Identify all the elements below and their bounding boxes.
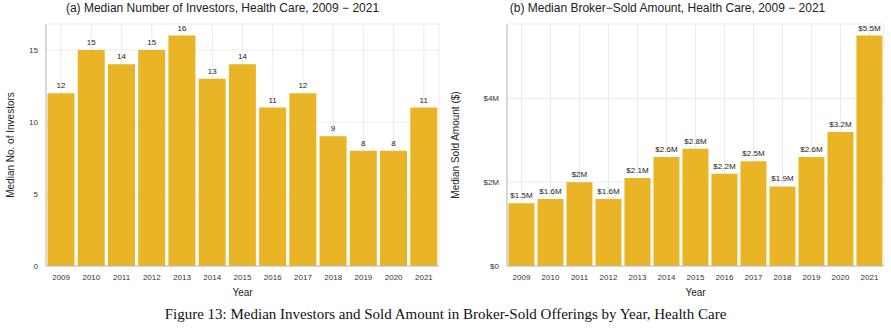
- svg-text:2019: 2019: [803, 273, 821, 282]
- svg-text:15: 15: [147, 38, 156, 47]
- svg-text:15: 15: [87, 38, 96, 47]
- svg-text:16: 16: [177, 24, 186, 33]
- svg-text:11: 11: [420, 96, 429, 105]
- svg-text:2020: 2020: [385, 273, 403, 282]
- html-text:(b) Median Broker−Sold Amount,: (b) Median Broker−Sold Amount, Health Ca…: [509, 1, 826, 15]
- svg-text:2016: 2016: [264, 273, 282, 282]
- svg-text:Year: Year: [232, 287, 253, 298]
- svg-text:13: 13: [208, 67, 217, 76]
- svg-text:$0: $0: [490, 262, 499, 271]
- svg-text:5: 5: [34, 190, 39, 199]
- svg-text:$1.5M: $1.5M: [510, 191, 533, 200]
- svg-text:2009: 2009: [52, 273, 70, 282]
- svg-text:$2.2M: $2.2M: [713, 162, 736, 171]
- svg-text:2017: 2017: [745, 273, 763, 282]
- svg-text:$4M: $4M: [483, 94, 499, 103]
- svg-text:$3.2M: $3.2M: [829, 120, 852, 129]
- svg-text:2015: 2015: [234, 273, 252, 282]
- svg-text:$2M: $2M: [483, 178, 499, 187]
- svg-text:2018: 2018: [774, 273, 792, 282]
- svg-text:2017: 2017: [294, 273, 312, 282]
- svg-text:14: 14: [238, 52, 247, 61]
- svg-text:2011: 2011: [113, 273, 131, 282]
- svg-text:2013: 2013: [629, 273, 647, 282]
- svg-text:2010: 2010: [82, 273, 100, 282]
- svg-text:$1.9M: $1.9M: [771, 174, 794, 183]
- svg-text:$2.5M: $2.5M: [742, 149, 765, 158]
- svg-text:2011: 2011: [571, 273, 589, 282]
- svg-text:12: 12: [57, 81, 66, 90]
- svg-text:$2.6M: $2.6M: [800, 145, 823, 154]
- html-text:Figure 13: Median Investors an: Figure 13: Median Investors and Sold Amo…: [164, 306, 727, 322]
- svg-text:$1.6M: $1.6M: [597, 187, 620, 196]
- svg-text:11: 11: [268, 96, 277, 105]
- svg-text:10: 10: [29, 118, 38, 127]
- svg-text:2021: 2021: [861, 273, 879, 282]
- svg-text:2010: 2010: [542, 273, 560, 282]
- svg-text:2012: 2012: [600, 273, 618, 282]
- svg-text:12: 12: [298, 81, 307, 90]
- svg-text:$2.1M: $2.1M: [626, 166, 649, 175]
- svg-text:$1.6M: $1.6M: [539, 187, 562, 196]
- svg-text:2014: 2014: [203, 273, 221, 282]
- svg-text:$5.5M: $5.5M: [858, 24, 881, 33]
- svg-text:2012: 2012: [143, 273, 161, 282]
- svg-text:2018: 2018: [324, 273, 342, 282]
- svg-text:Year: Year: [685, 287, 706, 298]
- svg-text:15: 15: [29, 46, 38, 55]
- svg-text:$2.6M: $2.6M: [655, 145, 678, 154]
- svg-text:Median Sold Amount ($): Median Sold Amount ($): [450, 91, 461, 198]
- svg-text:2021: 2021: [415, 273, 433, 282]
- svg-text:2019: 2019: [355, 273, 373, 282]
- svg-text:Median No. of Investors: Median No. of Investors: [8, 92, 16, 198]
- svg-text:$2.8M: $2.8M: [684, 137, 707, 146]
- svg-text:2009: 2009: [513, 273, 531, 282]
- svg-text:14: 14: [117, 52, 126, 61]
- svg-text:2020: 2020: [832, 273, 850, 282]
- svg-text:2013: 2013: [173, 273, 191, 282]
- svg-text:9: 9: [331, 124, 336, 133]
- svg-text:8: 8: [391, 139, 396, 148]
- svg-text:$2M: $2M: [572, 170, 588, 179]
- svg-text:0: 0: [34, 262, 39, 271]
- svg-text:2016: 2016: [716, 273, 734, 282]
- svg-text:8: 8: [361, 139, 366, 148]
- html-text:(a) Median Number of Investors: (a) Median Number of Investors, Health C…: [65, 1, 380, 15]
- svg-text:2015: 2015: [687, 273, 705, 282]
- svg-text:2014: 2014: [658, 273, 676, 282]
